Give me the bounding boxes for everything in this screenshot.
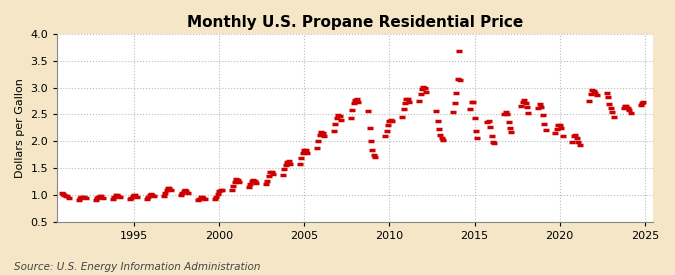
Title: Monthly U.S. Propane Residential Price: Monthly U.S. Propane Residential Price bbox=[187, 15, 524, 30]
Text: Source: U.S. Energy Information Administration: Source: U.S. Energy Information Administ… bbox=[14, 262, 260, 272]
Y-axis label: Dollars per Gallon: Dollars per Gallon bbox=[15, 78, 25, 178]
